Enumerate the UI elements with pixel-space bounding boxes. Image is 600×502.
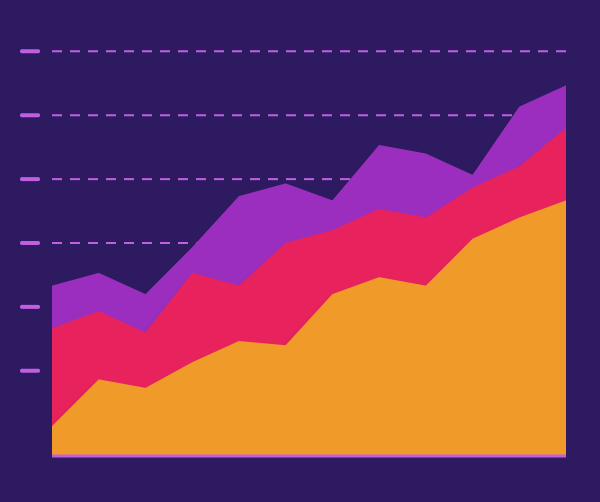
chart-svg bbox=[0, 0, 600, 502]
stacked-area-chart bbox=[0, 0, 600, 502]
